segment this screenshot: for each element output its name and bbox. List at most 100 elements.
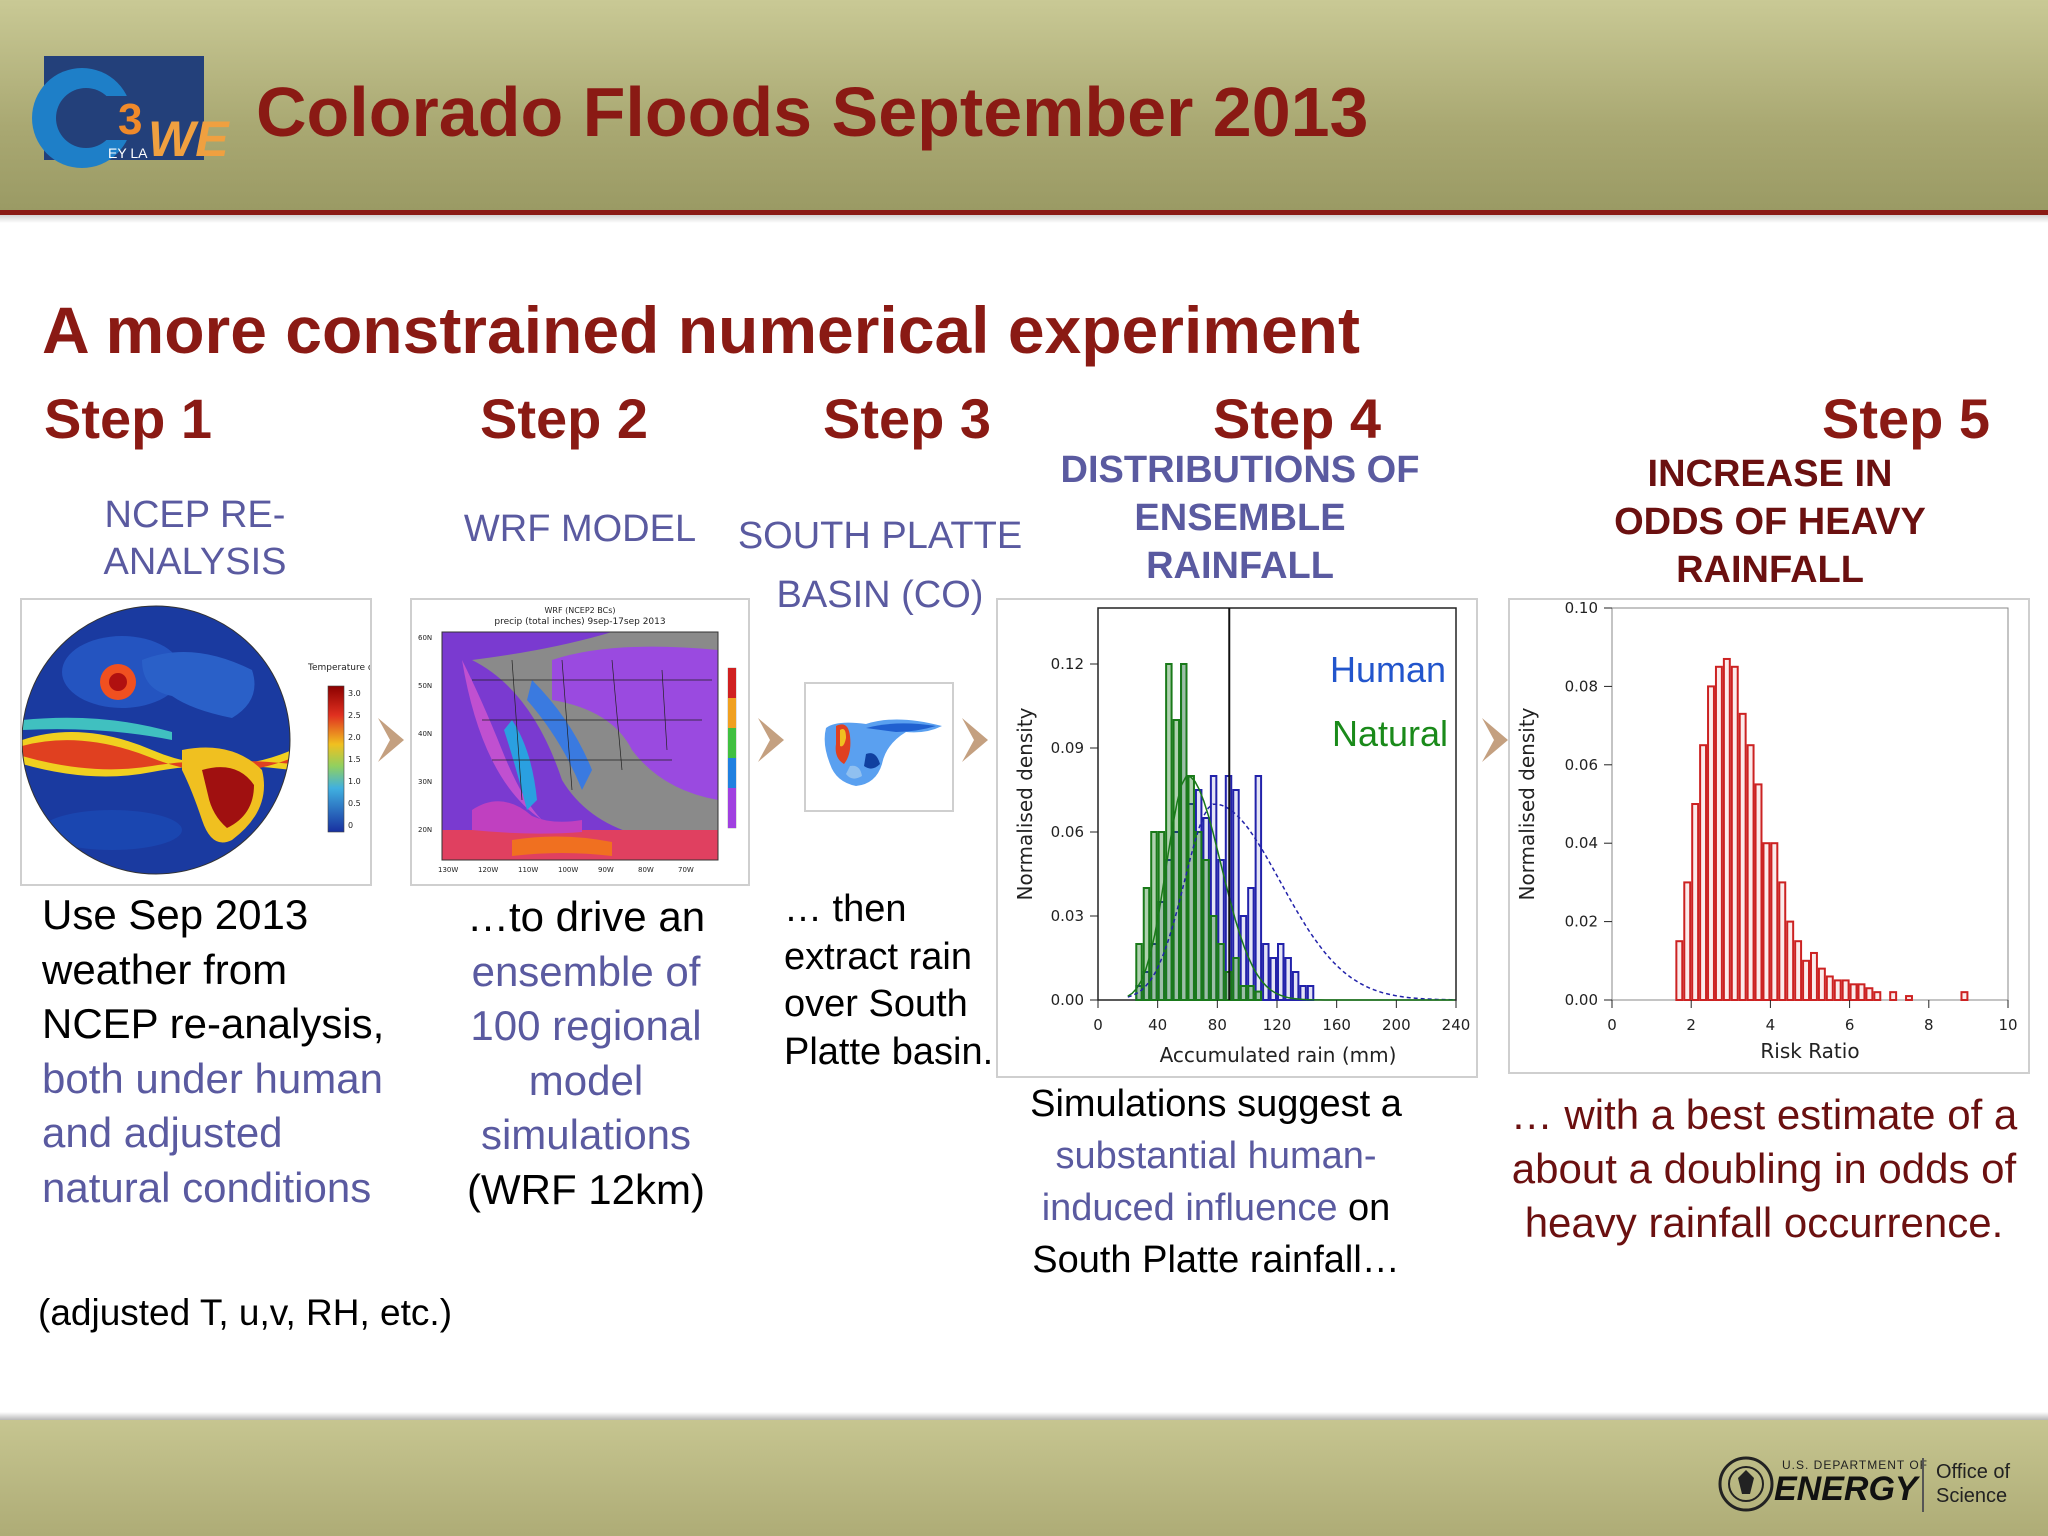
histogram-bar: [1202, 859, 1210, 1001]
x-tick-label: 2: [1686, 1016, 1696, 1034]
header-shadow: [0, 215, 2048, 223]
header-band: [0, 0, 2048, 212]
y-axis-label: Normalised density: [1013, 707, 1037, 900]
lat-tick: 30N: [418, 778, 432, 786]
step-3-label: SOUTH PLATTE BASIN (CO): [720, 512, 1040, 630]
wrf-map-title: WRF (NCEP2 BCs): [544, 606, 615, 615]
step-3-heading: Step 3: [823, 387, 992, 450]
risk-ratio-panel: 0.00 0.02 0.04 0.06 0.08 0.10 0 2 4 6 8 10 Risk Ra…: [1508, 598, 2030, 1074]
globe-map: [22, 606, 290, 874]
arrow-chevron-icon: [758, 718, 784, 762]
histogram-bar: [1247, 985, 1255, 1001]
arrow-chevron-icon: [378, 718, 404, 762]
step-1-label: NCEP RE- ANALYSIS: [60, 492, 330, 586]
footer-divider: [1922, 1458, 1924, 1512]
y-tick-label: 0.12: [1051, 655, 1084, 673]
histogram-bar: [1794, 940, 1803, 1002]
step-4-description: Simulations suggest a substantial human-…: [1006, 1078, 1426, 1286]
histogram-bar: [1762, 842, 1771, 1001]
lat-tick: 60N: [418, 634, 432, 642]
histogram-bar: [1865, 987, 1874, 1001]
step-2-heading: Step 2: [480, 387, 649, 450]
rainfall-histogram-panel: 0.00 0.03 0.06 0.09 0.12 0 40 80 120 160 200 240 H…: [996, 598, 1478, 1078]
histogram-bar: [1239, 985, 1248, 1001]
x-tick-label: 160: [1322, 1016, 1351, 1034]
histogram-bar: [1722, 657, 1731, 1002]
step-1-label-line: NCEP RE-: [104, 494, 286, 536]
y-tick-label: 0.03: [1051, 907, 1084, 925]
histogram-bar: [1180, 663, 1188, 1001]
lon-tick: 120W: [478, 866, 498, 874]
step-4-label: DISTRIBUTIONS OF ENSEMBLE RAINFALL: [1030, 446, 1450, 590]
histogram-bar: [1675, 940, 1684, 1002]
step-4-heading: Step 4: [1213, 387, 1382, 450]
y-ticks: 0.00 0.02 0.04 0.06 0.08 0.10: [1565, 599, 1612, 1009]
lon-tick: 110W: [518, 866, 538, 874]
histogram-bar: [1142, 887, 1151, 1001]
y-tick-label: 0.06: [1565, 756, 1598, 774]
wrf-map-subtitle: precip (total inches) 9sep-17sep 2013: [494, 617, 665, 627]
lon-tick: 130W: [438, 866, 458, 874]
x-tick-label: 200: [1382, 1016, 1411, 1034]
lat-tick: 20N: [418, 826, 432, 834]
step-4-text: on South Platte rainfall…: [1032, 1187, 1400, 1281]
histogram-bar: [1730, 665, 1739, 1002]
wrf-map-panel: WRF (NCEP2 BCs) precip (total inches) 9s…: [410, 598, 750, 886]
histogram-bar: [1849, 983, 1858, 1002]
histogram-bar: [1306, 985, 1315, 1001]
step-2-label-line: WRF MODEL: [463, 508, 697, 550]
doe-seal-icon: [1718, 1456, 1774, 1512]
y-axis-label: Normalised density: [1515, 707, 1539, 900]
step-4-label-line: RAINFALL: [1146, 545, 1334, 587]
histogram-bar: [1770, 842, 1779, 1001]
histogram-bar: [1699, 744, 1708, 1001]
x-tick-label: 4: [1766, 1016, 1776, 1034]
histogram-bar: [1150, 831, 1158, 1001]
step-1-description: Use Sep 2013 weather from NCEP re-analys…: [42, 888, 412, 1215]
step-5-description: … with a best estimate of a about a doub…: [1510, 1091, 2018, 1246]
rainfall-histogram-chart: 0.00 0.03 0.06 0.09 0.12 0 40 80 120 160 200 240 H…: [1013, 607, 1470, 1067]
legend-human: Human: [1330, 649, 1446, 690]
step-1-highlight: both under human and adjusted natural co…: [42, 1054, 383, 1211]
lon-tick: 100W: [558, 866, 578, 874]
office-line: Science: [1936, 1485, 2008, 1507]
lon-tick: 70W: [678, 866, 694, 874]
histogram-bar: [1291, 971, 1300, 1001]
globe-panel: Temperature change °C 3.0 2.5 2.0 1.5 1.…: [20, 598, 415, 886]
x-tick-label: 0: [1607, 1016, 1617, 1034]
histogram-bar: [1746, 744, 1755, 1001]
step-5-label-line: INCREASE IN: [1647, 453, 1893, 495]
histogram-bar: [1691, 803, 1700, 1001]
cw3e-logo: 3 WE EY LA: [32, 56, 230, 168]
step-1-note: (adjusted T, u,v, RH, etc.): [38, 1292, 453, 1333]
histogram-bar: [1165, 663, 1173, 1001]
legend-natural: Natural: [1332, 713, 1448, 754]
state-borders: [472, 659, 712, 801]
histogram-bar: [1683, 881, 1692, 1001]
histogram-bar: [1889, 991, 1898, 1002]
x-ticks: 0 40 80 120 160 200 240: [1093, 1000, 1470, 1034]
slide-subtitle: A more constrained numerical experiment: [42, 293, 1360, 367]
step-2-text: …to drive an: [466, 893, 706, 940]
human-fit-curve: [1127, 803, 1455, 1001]
histogram-bar: [1778, 881, 1787, 1001]
arrow-chevron-icon: [1482, 718, 1508, 762]
logo-small-text: EY LA: [108, 145, 148, 161]
x-tick-label: 6: [1845, 1016, 1855, 1034]
x-axis-label: Accumulated rain (mm): [1160, 1043, 1397, 1067]
globe-figure: Temperature change °C 3.0 2.5 2.0 1.5 1.…: [21, 605, 415, 875]
footer-shadow: [0, 1412, 2048, 1422]
logo-3-glyph: 3: [118, 95, 142, 144]
colorbar-title: Temperature change °C: [307, 663, 370, 673]
chart-frame: [1611, 607, 2009, 1001]
histogram-bar: [1299, 985, 1307, 1001]
histogram-bar: [1825, 975, 1834, 1002]
office-line: Office of: [1936, 1461, 2011, 1483]
step-5-label-line: RAINFALL: [1676, 549, 1864, 591]
step-4-text: Simulations suggest a: [1030, 1083, 1402, 1125]
x-tick-label: 10: [1998, 1016, 2017, 1034]
step-5-label: INCREASE IN ODDS OF HEAVY RAINFALL: [1560, 450, 1980, 594]
doe-small-text: U.S. DEPARTMENT OF: [1782, 1458, 1929, 1472]
colorbar-tick: 2.0: [348, 733, 361, 742]
x-ticks: 0 2 4 6 8 10: [1607, 1000, 2018, 1034]
